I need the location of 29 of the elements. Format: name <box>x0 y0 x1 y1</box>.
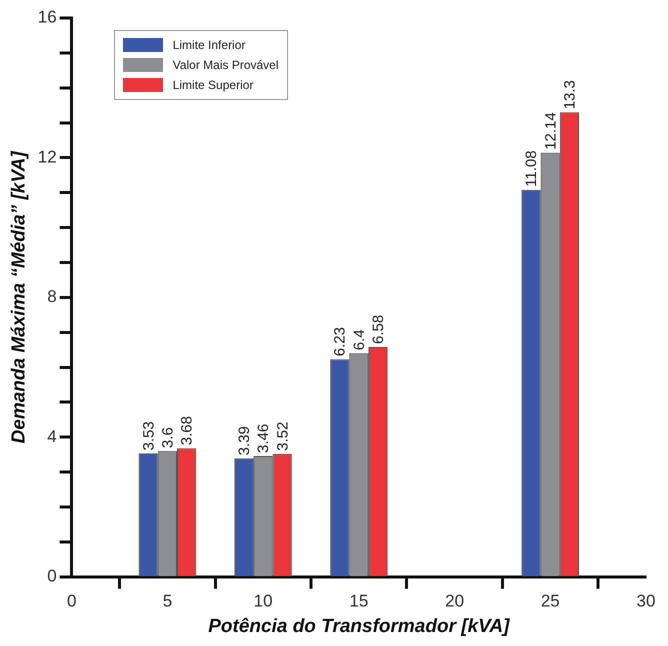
x-tick-label: 10 <box>254 592 273 611</box>
data-label: 3.52 <box>274 422 292 451</box>
x-tick-label: 25 <box>540 592 560 611</box>
y-tick-label: 12 <box>38 147 57 166</box>
data-label: 3.53 <box>140 421 158 451</box>
data-label: 6.4 <box>350 329 368 350</box>
data-label: 11.08 <box>523 150 540 187</box>
legend-label: Limite Inferior <box>172 38 246 52</box>
x-axis-title: Potência do Transformador [kVA] <box>208 616 510 637</box>
y-tick-label: 16 <box>38 8 57 27</box>
x-tick-label: 5 <box>162 592 172 611</box>
data-label: 3.68 <box>178 416 196 446</box>
y-tick-label: 0 <box>47 566 57 586</box>
data-label: 3.6 <box>159 427 176 448</box>
legend-label: Limite Superior <box>172 78 254 92</box>
y-tick-label: 8 <box>47 287 57 306</box>
x-tick-label: 20 <box>445 592 464 611</box>
x-tick-label: 30 <box>636 592 656 611</box>
y-axis-title: Demanda Máxima “Média” [kVA] <box>8 150 30 444</box>
data-label: 3.39 <box>236 426 253 456</box>
data-label: 6.23 <box>332 327 349 356</box>
x-tick-label: 0 <box>66 592 76 611</box>
x-tick-label: 15 <box>349 592 368 611</box>
data-label: 6.58 <box>370 314 387 344</box>
y-tick-label: 4 <box>47 426 57 446</box>
data-label: 12.14 <box>542 112 560 150</box>
data-label: 13.3 <box>561 80 578 110</box>
data-label: 3.46 <box>255 424 272 453</box>
legend-label: Valor Mais Provável <box>172 58 279 72</box>
